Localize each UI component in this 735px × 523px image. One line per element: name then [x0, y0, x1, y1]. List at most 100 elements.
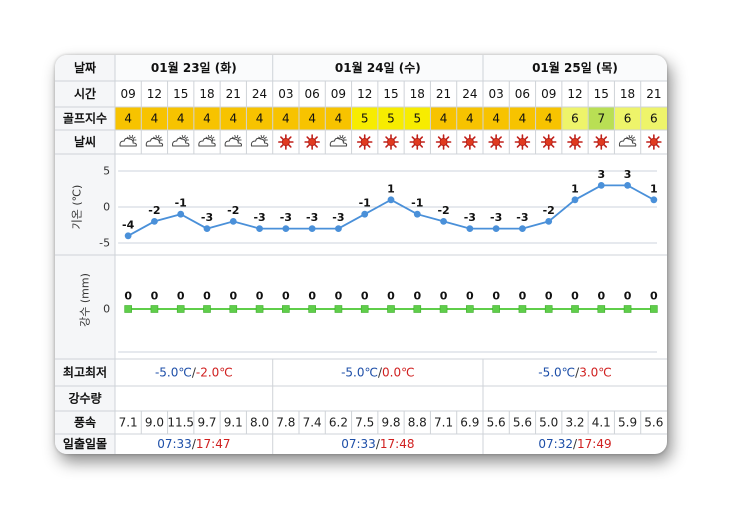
- rain-data-label: 0: [387, 290, 395, 303]
- golf-index-cell: 4: [203, 112, 211, 126]
- time-cell: 12: [147, 87, 162, 101]
- rain-data-label: 0: [492, 290, 500, 303]
- golf-index-cell-bg: [325, 107, 352, 130]
- wind-speed-cell: 8.8: [408, 416, 427, 430]
- max-temp: -2.0℃: [196, 366, 233, 380]
- temp-tick-label: -5: [99, 237, 110, 250]
- sunset-time: 17:49: [577, 437, 612, 451]
- rain-point: [150, 305, 159, 313]
- min-temp: -5.0℃: [538, 366, 575, 380]
- min-max-temp: -5.0℃/3.0℃: [538, 366, 612, 380]
- min-max-temp: -5.0℃/-2.0℃: [155, 366, 233, 380]
- rain-data-label: 0: [229, 290, 237, 303]
- minmax-label: 최고최저: [63, 365, 107, 380]
- wind-speed-cell: 5.6: [487, 416, 506, 430]
- temp-point: [571, 196, 579, 204]
- golf-index-cell: 4: [124, 112, 132, 126]
- time-cell: 24: [462, 87, 477, 101]
- sunrise-sunset: 07:32/17:49: [538, 437, 611, 451]
- temp-data-label: -3: [253, 211, 265, 224]
- temp-data-label: -3: [201, 211, 213, 224]
- wind-speed-cell: 7.5: [355, 416, 374, 430]
- rain-point: [413, 305, 422, 313]
- cloudy-icon: [172, 134, 190, 147]
- sunrise-sunset: 07:33/17:47: [157, 437, 230, 451]
- sunrise-sunset-label: 일출일몰: [63, 436, 107, 451]
- rain-point: [124, 305, 132, 313]
- golf-index-cell-bg: [509, 107, 536, 130]
- rain-point: [282, 305, 290, 313]
- cloudy-icon: [198, 134, 216, 147]
- sunny-icon: [462, 134, 478, 150]
- sunset-time: 17:48: [380, 437, 415, 451]
- rain-data-label: 0: [124, 290, 132, 303]
- weather-forecast-card: 날짜 시간 골프지수 날씨 최고최저 강수량 풍속 일출일몰 01월 23일 (화) -5.0℃/…: [55, 55, 667, 454]
- min-temp: -5.0℃: [341, 366, 378, 380]
- time-cell: 03: [489, 87, 504, 101]
- rain-data-label: 0: [335, 290, 343, 303]
- temp-point: [466, 225, 474, 233]
- time-cell: 06: [305, 87, 320, 101]
- wind-speed-cell: 5.6: [513, 416, 532, 430]
- time-cell: 09: [541, 87, 556, 101]
- separator: /: [573, 437, 578, 451]
- time-cell: 21: [646, 87, 661, 101]
- sunny-icon: [514, 134, 531, 150]
- time-cell: 18: [620, 87, 635, 101]
- time-cell: 15: [383, 87, 398, 101]
- rain-data-label: 0: [597, 290, 605, 303]
- rain-axis-label: 강수 (mm): [79, 273, 92, 327]
- temp-point: [413, 210, 421, 218]
- temp-point: [650, 196, 658, 204]
- cloudy-icon: [250, 134, 269, 147]
- golf-index-cell: 6: [624, 112, 632, 126]
- golf-index-cell: 4: [466, 112, 474, 126]
- golf-index-cell: 4: [229, 112, 237, 126]
- sunrise-sunset: 07:33/17:48: [341, 437, 414, 451]
- temp-point: [545, 218, 553, 225]
- temp-point: [440, 218, 447, 225]
- day-header: 01월 24일 (수): [335, 60, 421, 75]
- rain-data-label: 0: [519, 290, 527, 303]
- golf-index-cell-bg: [272, 107, 299, 130]
- sunset-time: 17:47: [196, 437, 231, 451]
- golf-index-cell: 4: [282, 112, 290, 126]
- wind-speed-cell: 9.7: [197, 416, 216, 430]
- golf-index-cell-bg: [535, 107, 562, 130]
- cloudy-icon: [224, 134, 242, 147]
- temp-point: [519, 225, 526, 233]
- temp-point: [282, 225, 290, 233]
- sunny-icon: [304, 134, 320, 150]
- temp-data-label: -1: [359, 197, 371, 210]
- golf-index-cell-bg: [299, 107, 326, 130]
- sunny-icon: [593, 134, 610, 150]
- time-cell: 15: [594, 87, 609, 101]
- golf-index-cell-bg: [141, 107, 168, 130]
- golf-index-cell: 4: [256, 112, 264, 126]
- date-label: 날짜: [74, 60, 96, 75]
- cloudy-icon: [329, 134, 348, 147]
- cloudy-icon: [119, 134, 137, 147]
- temp-data-label: -3: [280, 211, 292, 224]
- temp-point: [151, 218, 158, 225]
- min-temp: -5.0℃: [155, 366, 192, 380]
- rain-point: [571, 305, 579, 313]
- temp-point: [387, 196, 395, 204]
- sunny-icon: [540, 134, 557, 150]
- rain-point: [597, 305, 606, 313]
- temp-data-label: -3: [490, 211, 502, 224]
- rain-data-label: 0: [624, 290, 632, 303]
- golf-index-cell: 4: [440, 112, 448, 126]
- time-cell: 12: [357, 87, 372, 101]
- wind-speed-cell: 11.5: [167, 416, 194, 430]
- golf-index-cell: 5: [387, 112, 395, 126]
- wind-speed-cell: 9.1: [224, 416, 243, 430]
- temp-data-label: -2: [148, 204, 160, 217]
- time-cell: 09: [121, 87, 136, 101]
- golf-index-cell-bg: [167, 107, 194, 130]
- temp-tick-label: 5: [103, 165, 110, 178]
- weather-label: 날씨: [74, 135, 96, 149]
- rain-point: [255, 305, 264, 313]
- golf-index-cell: 6: [650, 112, 658, 126]
